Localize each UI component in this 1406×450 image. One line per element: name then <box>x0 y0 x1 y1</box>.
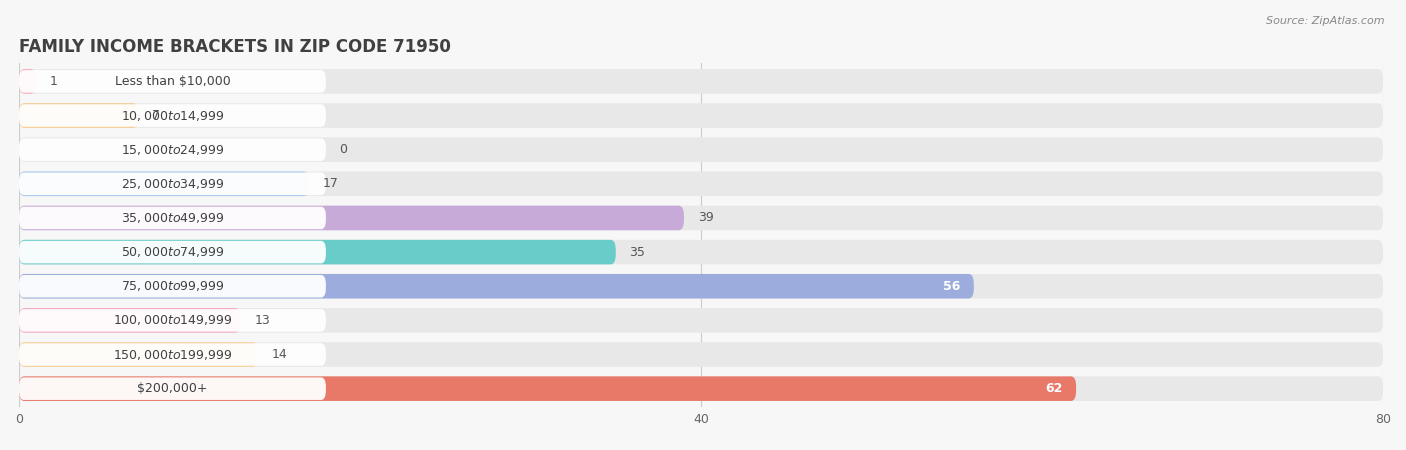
Text: 35: 35 <box>630 246 645 259</box>
FancyBboxPatch shape <box>20 171 1384 196</box>
Text: $10,000 to $14,999: $10,000 to $14,999 <box>121 108 224 122</box>
FancyBboxPatch shape <box>20 240 1384 265</box>
Text: $25,000 to $34,999: $25,000 to $34,999 <box>121 177 224 191</box>
Text: FAMILY INCOME BRACKETS IN ZIP CODE 71950: FAMILY INCOME BRACKETS IN ZIP CODE 71950 <box>20 37 451 55</box>
FancyBboxPatch shape <box>20 378 326 400</box>
FancyBboxPatch shape <box>20 376 1384 401</box>
FancyBboxPatch shape <box>20 103 1384 128</box>
FancyBboxPatch shape <box>20 274 974 298</box>
Text: $100,000 to $149,999: $100,000 to $149,999 <box>112 313 232 328</box>
Text: 56: 56 <box>943 280 960 293</box>
FancyBboxPatch shape <box>20 207 326 229</box>
Text: $150,000 to $199,999: $150,000 to $199,999 <box>112 347 232 361</box>
FancyBboxPatch shape <box>20 309 326 332</box>
Text: 39: 39 <box>697 212 713 225</box>
Text: $35,000 to $49,999: $35,000 to $49,999 <box>121 211 224 225</box>
FancyBboxPatch shape <box>20 343 326 366</box>
Text: 14: 14 <box>271 348 287 361</box>
Text: 1: 1 <box>49 75 58 88</box>
Text: 17: 17 <box>322 177 339 190</box>
FancyBboxPatch shape <box>20 69 1384 94</box>
Text: $50,000 to $74,999: $50,000 to $74,999 <box>121 245 224 259</box>
FancyBboxPatch shape <box>20 376 1076 401</box>
Text: $200,000+: $200,000+ <box>138 382 208 395</box>
FancyBboxPatch shape <box>20 103 138 128</box>
FancyBboxPatch shape <box>20 240 616 265</box>
FancyBboxPatch shape <box>20 206 683 230</box>
Text: Source: ZipAtlas.com: Source: ZipAtlas.com <box>1267 16 1385 26</box>
Text: Less than $10,000: Less than $10,000 <box>114 75 231 88</box>
FancyBboxPatch shape <box>20 308 1384 333</box>
FancyBboxPatch shape <box>20 274 1384 298</box>
FancyBboxPatch shape <box>20 275 326 297</box>
Text: $75,000 to $99,999: $75,000 to $99,999 <box>121 279 224 293</box>
Text: $15,000 to $24,999: $15,000 to $24,999 <box>121 143 224 157</box>
FancyBboxPatch shape <box>20 342 1384 367</box>
Text: 62: 62 <box>1045 382 1063 395</box>
FancyBboxPatch shape <box>20 206 1384 230</box>
FancyBboxPatch shape <box>20 241 326 263</box>
Text: 7: 7 <box>152 109 160 122</box>
FancyBboxPatch shape <box>20 171 309 196</box>
FancyBboxPatch shape <box>20 104 326 127</box>
FancyBboxPatch shape <box>20 342 257 367</box>
FancyBboxPatch shape <box>20 139 326 161</box>
FancyBboxPatch shape <box>20 137 1384 162</box>
FancyBboxPatch shape <box>20 172 326 195</box>
Text: 13: 13 <box>254 314 270 327</box>
FancyBboxPatch shape <box>20 70 326 93</box>
Text: 0: 0 <box>339 143 347 156</box>
FancyBboxPatch shape <box>20 69 37 94</box>
FancyBboxPatch shape <box>20 308 240 333</box>
